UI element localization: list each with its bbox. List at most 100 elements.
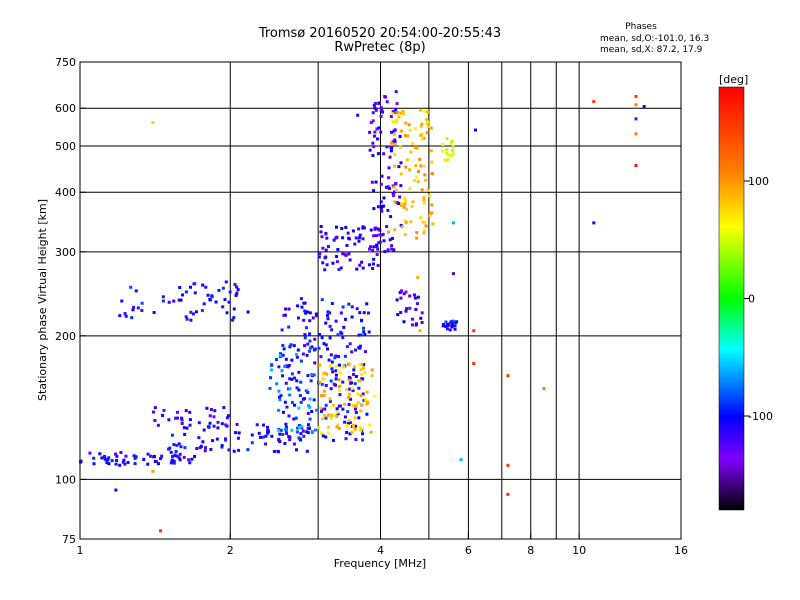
data-point xyxy=(330,367,334,371)
data-point xyxy=(451,152,455,156)
data-point xyxy=(326,425,330,429)
data-point xyxy=(420,320,424,324)
data-point xyxy=(190,457,194,461)
data-point xyxy=(146,462,150,466)
data-point xyxy=(324,321,328,325)
data-point xyxy=(429,149,433,153)
data-point xyxy=(326,317,330,321)
data-point xyxy=(297,406,301,410)
data-point xyxy=(325,263,329,267)
data-point xyxy=(152,454,156,458)
data-point xyxy=(250,433,254,437)
data-point xyxy=(329,387,333,391)
data-point xyxy=(419,133,423,137)
data-point xyxy=(399,296,403,300)
x-tick-label: 4 xyxy=(377,544,384,557)
data-point xyxy=(445,151,449,155)
data-point xyxy=(206,293,210,297)
data-point xyxy=(324,384,328,388)
data-point xyxy=(290,358,294,362)
data-point xyxy=(284,357,288,361)
data-point xyxy=(506,463,510,467)
data-point xyxy=(206,425,210,429)
data-point xyxy=(403,134,407,138)
data-point xyxy=(284,425,288,429)
data-point xyxy=(328,336,332,340)
data-point xyxy=(279,352,283,356)
data-point xyxy=(294,448,298,452)
data-point xyxy=(379,182,383,186)
data-point xyxy=(281,353,285,357)
data-point xyxy=(353,242,357,246)
data-point xyxy=(408,128,412,132)
data-point xyxy=(201,283,205,287)
data-point xyxy=(359,394,363,398)
data-point xyxy=(187,458,191,462)
data-point xyxy=(221,286,225,290)
data-point xyxy=(395,201,399,205)
data-point xyxy=(335,260,339,264)
data-point xyxy=(124,454,128,458)
data-point xyxy=(380,204,384,208)
data-point xyxy=(296,316,300,320)
data-point xyxy=(236,436,240,440)
data-point xyxy=(188,461,192,465)
phase-box-x-stats: mean, sd,X: 87.2, 17.9 xyxy=(600,45,703,55)
data-point xyxy=(312,398,316,402)
data-point xyxy=(414,127,418,131)
data-point xyxy=(234,293,238,297)
data-point xyxy=(357,333,361,337)
data-point xyxy=(227,300,231,304)
data-point xyxy=(341,252,345,256)
data-point xyxy=(394,120,398,124)
data-point xyxy=(276,450,280,454)
data-point xyxy=(453,324,457,328)
data-point xyxy=(362,366,366,370)
data-point xyxy=(376,205,380,209)
data-point xyxy=(231,318,235,322)
data-point xyxy=(388,155,392,159)
data-point xyxy=(339,311,343,315)
data-point xyxy=(319,230,323,234)
data-point xyxy=(326,310,330,314)
data-point xyxy=(361,392,365,396)
data-point xyxy=(270,368,274,372)
data-point xyxy=(214,300,218,304)
data-point xyxy=(288,345,292,349)
data-point xyxy=(337,404,341,408)
data-point xyxy=(345,243,349,247)
data-point xyxy=(371,119,375,123)
data-point xyxy=(277,389,281,393)
data-point xyxy=(424,178,428,182)
data-point xyxy=(337,355,341,359)
data-point xyxy=(287,307,291,311)
data-point xyxy=(362,398,366,402)
data-point xyxy=(348,397,352,401)
data-point xyxy=(376,247,380,251)
phase-box-title: Phases xyxy=(625,22,657,32)
data-point xyxy=(167,300,171,304)
data-point xyxy=(298,394,302,398)
colorbar xyxy=(718,86,745,511)
data-point xyxy=(294,352,298,356)
data-point xyxy=(351,372,355,376)
data-point xyxy=(290,428,294,432)
data-point xyxy=(131,308,135,312)
data-point xyxy=(226,414,230,418)
data-point xyxy=(293,376,297,380)
data-point xyxy=(311,316,315,320)
data-point xyxy=(193,454,197,458)
data-point xyxy=(193,291,197,295)
data-point xyxy=(506,374,510,378)
data-point xyxy=(151,469,155,473)
data-point xyxy=(171,454,175,458)
data-point xyxy=(296,304,300,308)
data-point xyxy=(319,394,323,398)
data-point xyxy=(384,185,388,189)
data-point xyxy=(399,161,403,165)
data-point xyxy=(216,426,220,430)
data-point xyxy=(225,311,229,315)
data-point xyxy=(408,294,412,298)
data-point xyxy=(393,128,397,132)
data-point xyxy=(295,430,299,434)
